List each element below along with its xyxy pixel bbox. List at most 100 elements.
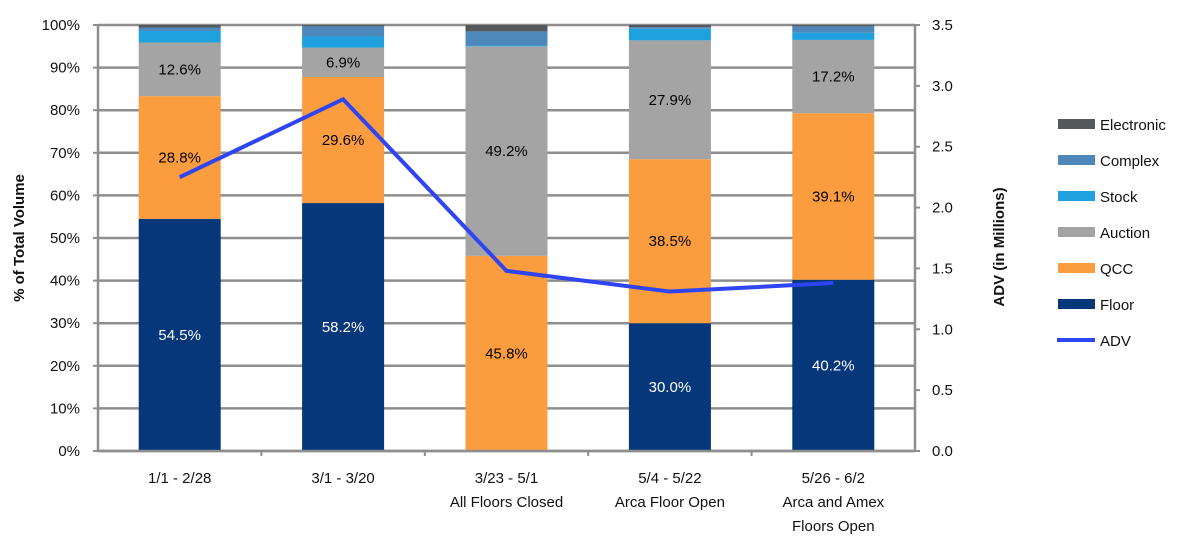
bar-segment-electronic [628,25,711,28]
data-label: 6.9% [326,54,360,71]
category-label: Arca and Amex [782,494,884,511]
bar-segment-stock [792,32,875,40]
category-label: 3/1 - 3/20 [311,470,374,487]
right-tick-label: 2.0 [932,200,953,217]
data-label: 54.5% [158,327,201,344]
left-tick-label: 90% [50,60,80,77]
legend-swatch [1058,263,1095,273]
bar-segment-electronic [138,25,221,28]
right-tick-label: 0.5 [932,382,953,399]
bar-segment-complex [465,31,548,46]
legend-swatch [1058,299,1095,309]
bar-segment-electronic [302,25,385,27]
category-label: Floors Open [792,518,875,535]
data-label: 29.6% [322,132,365,149]
legend: Electronic Complex Stock Auction QCC Floor ADV [1057,117,1166,350]
legend-item-electronic: Electronic [1058,117,1166,134]
right-tick-label: 3.0 [932,78,953,95]
bar-segment-complex [628,27,711,29]
legend-item-stock: Stock [1058,189,1138,206]
bar-segment-floor [302,203,385,451]
right-tick-label: 3.5 [932,17,953,34]
data-label: 45.8% [485,345,528,362]
left-tick-label: 10% [50,400,80,417]
right-axis-ticks: 0.0 0.5 1.0 1.5 2.0 2.5 3.0 3.5 [932,17,953,460]
right-tick-label: 0.0 [932,443,953,460]
category-labels: 1/1 - 2/28 3/1 - 3/20 3/23 - 5/1 All Floors… [148,470,885,535]
right-axis-title: ADV (in Millions) [991,187,1008,306]
legend-label: Auction [1100,225,1150,242]
legend-swatch [1058,191,1095,201]
bar-segment-complex [138,27,221,31]
category-label: All Floors Closed [450,494,563,511]
bar-segment-complex [302,26,385,37]
legend-swatch [1058,155,1095,165]
right-tick-label: 1.5 [932,260,953,277]
category-label: Arca Floor Open [615,494,725,511]
legend-swatch [1058,119,1095,129]
bar-segment-stock [465,45,548,47]
bar-segment-floor [792,279,875,451]
left-tick-label: 60% [50,187,80,204]
bar-segment-qcc [628,159,711,324]
bar-segment-qcc [465,255,548,451]
legend-item-complex: Complex [1058,153,1160,170]
legend-label: Floor [1100,297,1134,314]
right-tick-label: 2.5 [932,139,953,156]
left-axis-ticks: 0% 10% 20% 30% 40% 50% 60% 70% 80% 90% 100% [42,17,80,460]
left-tick-label: 40% [50,273,80,290]
bar-segment-auction [138,42,221,97]
left-tick-label: 80% [50,102,80,119]
category-label: 1/1 - 2/28 [148,470,211,487]
bar-segment-qcc [138,96,221,219]
legend-item-adv: ADV [1057,333,1131,350]
left-tick-label: 70% [50,145,80,162]
bar-segment-stock [628,28,711,41]
axes [93,24,920,456]
data-label: 38.5% [649,233,692,250]
bar-segment-electronic [465,25,548,32]
bar-segment-auction [628,40,711,160]
left-tick-label: 50% [50,230,80,247]
data-label: 12.6% [158,61,201,78]
legend-label: Electronic [1100,117,1166,134]
legend-label: ADV [1100,333,1131,350]
data-label: 27.9% [649,92,692,109]
right-tick-label: 1.0 [932,321,953,338]
bar-segment-auction [792,39,875,114]
category-label: 3/23 - 5/1 [475,470,538,487]
category-label: 5/26 - 6/2 [802,470,865,487]
legend-item-auction: Auction [1058,225,1150,242]
legend-label: QCC [1100,261,1134,278]
legend-item-floor: Floor [1058,297,1134,314]
left-axis-title: % of Total Volume [11,174,28,302]
legend-swatch [1058,227,1095,237]
bar-segment-qcc [792,113,875,280]
left-tick-label: 20% [50,358,80,375]
bar-segment-floor [628,323,711,451]
bar-segment-stock [138,30,221,43]
bar-segment-complex [792,26,875,33]
data-label: 58.2% [322,319,365,336]
bar-data-labels: 54.5% 28.8% 12.6% 58.2% 29.6% 6.9% 45.8% 49.2% 3… [158,54,854,396]
bar-segment-floor [138,218,221,451]
bar-segment-stock [302,36,385,48]
legend-label: Complex [1100,153,1160,170]
left-tick-label: 100% [42,17,80,34]
left-tick-label: 30% [50,315,80,332]
data-label: 17.2% [812,69,855,86]
left-tick-label: 0% [58,443,80,460]
data-label: 49.2% [485,143,528,160]
category-label: 5/4 - 5/22 [638,470,701,487]
adv-line [178,96,834,294]
data-label: 30.0% [649,379,692,396]
data-label: 28.8% [158,149,201,166]
legend-label: Stock [1100,189,1138,206]
bar-segment-auction [302,47,385,77]
legend-item-qcc: QCC [1058,261,1134,278]
bars [138,25,875,451]
data-label: 40.2% [812,357,855,374]
bar-segment-electronic [792,25,875,27]
bar-segment-auction [465,46,548,256]
